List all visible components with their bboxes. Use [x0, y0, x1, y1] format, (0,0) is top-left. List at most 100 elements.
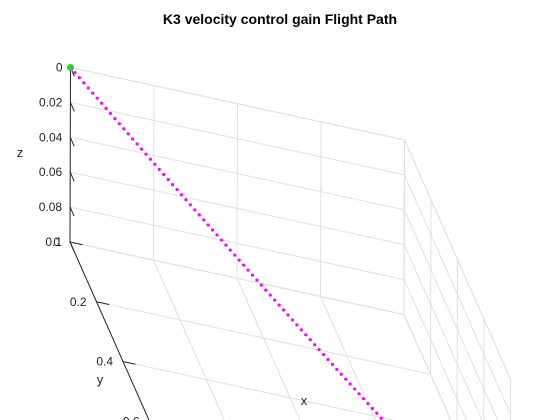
x-axis-label: x: [301, 393, 308, 408]
path-point: [228, 248, 232, 252]
path-point: [188, 203, 192, 207]
path-point: [153, 162, 157, 166]
z-tick-mark: [69, 171, 75, 182]
grid-line: [430, 199, 432, 375]
path-point: [179, 193, 184, 197]
path-point: [206, 223, 210, 227]
path-point: [175, 188, 179, 192]
path-point: [259, 283, 263, 287]
grid-line: [70, 136, 405, 211]
box-edge: [404, 139, 511, 380]
path-point: [246, 268, 250, 272]
path-point: [339, 372, 343, 376]
start-marker: [67, 64, 74, 71]
grid-line: [403, 244, 483, 420]
z-tick-mark: [69, 206, 75, 217]
z-tick-mark: [69, 241, 75, 252]
grid-line: [122, 361, 395, 420]
path-point: [264, 288, 268, 292]
y-axis-label: y: [97, 372, 104, 387]
y-tick-label: 0.4: [96, 355, 113, 369]
box-edge: [403, 314, 452, 420]
z-tick-label: 0.04: [39, 130, 63, 144]
grid-line: [320, 296, 376, 420]
path-point: [335, 367, 339, 371]
path-point: [157, 167, 161, 172]
path-point: [379, 416, 383, 420]
grid: [69, 67, 511, 420]
path-point: [99, 101, 104, 105]
path-point: [277, 303, 281, 307]
path-point: [131, 137, 135, 141]
path-point: [299, 328, 303, 332]
path-point: [361, 397, 366, 401]
grid-line: [96, 301, 431, 375]
z-tick-label: 0.02: [39, 95, 63, 109]
grid-line: [236, 278, 301, 420]
path-point: [273, 298, 277, 302]
path-point: [281, 308, 286, 312]
path-point: [370, 406, 374, 411]
path-point: [224, 243, 228, 247]
path-point: [193, 208, 197, 212]
path-point: [148, 157, 152, 161]
y-tick-mark: [69, 241, 83, 246]
grid-line: [69, 241, 150, 420]
z-tick-label: 0.08: [39, 200, 63, 214]
path-point: [290, 318, 295, 322]
path-point: [215, 233, 219, 237]
grid-line: [70, 171, 405, 246]
grid-line: [403, 174, 511, 415]
grid-line: [70, 101, 405, 176]
grid-line: [403, 209, 499, 420]
path-point: [126, 132, 130, 136]
path-point: [357, 392, 361, 396]
path-point: [210, 228, 215, 232]
path-point: [95, 96, 99, 100]
path-point: [330, 362, 335, 367]
path-markers: [67, 64, 74, 71]
ticks: 00.020.040.060.080.100.20.40.60.800.20.4…: [39, 61, 140, 420]
z-tick-mark: [69, 137, 75, 147]
z-tick-label: 0: [56, 61, 63, 75]
path-point: [242, 263, 246, 267]
z-tick-label: 0.1: [45, 235, 62, 249]
path-point: [139, 147, 144, 151]
z-axis-label: z: [17, 145, 24, 160]
y-axis-line: [69, 241, 150, 420]
y-tick-label: 0.6: [123, 414, 140, 420]
path-point: [166, 177, 170, 182]
path-point: [250, 273, 255, 277]
y-tick-label: 0.2: [70, 295, 87, 309]
path-point: [117, 122, 121, 126]
path-point: [313, 343, 317, 347]
grid-line: [153, 259, 225, 420]
path-point: [144, 152, 148, 156]
path-point: [73, 71, 77, 75]
path-point: [135, 142, 139, 146]
path-point: [122, 127, 126, 131]
path-point: [184, 198, 188, 202]
path-point: [104, 106, 108, 110]
path-point: [219, 238, 224, 242]
path-point: [197, 213, 201, 217]
path-point: [233, 253, 237, 257]
path-point: [308, 338, 312, 342]
box-edge: [403, 139, 405, 315]
path-point: [268, 293, 272, 297]
path-point: [202, 218, 206, 222]
chart-title: K3 velocity control gain Flight Path: [163, 11, 397, 27]
path-point: [344, 377, 348, 381]
grid-line: [236, 103, 238, 279]
grid-line: [69, 206, 405, 281]
path-point: [113, 116, 117, 121]
z-tick-mark: [69, 102, 75, 112]
path-point: [304, 333, 308, 337]
path-point: [86, 86, 90, 90]
grid-line: [483, 319, 485, 420]
path-point: [77, 76, 81, 80]
path-point: [82, 81, 86, 85]
grid-line: [456, 259, 458, 420]
